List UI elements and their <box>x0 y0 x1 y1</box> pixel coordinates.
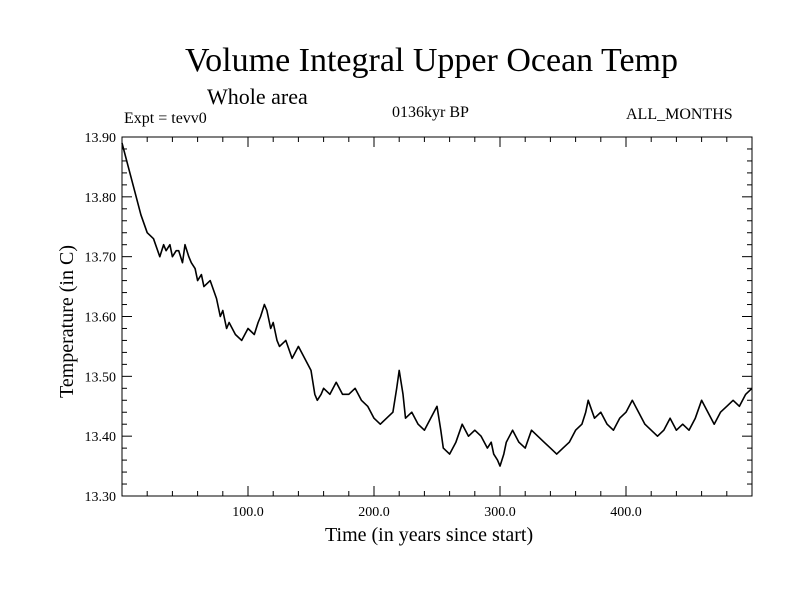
chart-title: Volume Integral Upper Ocean Temp <box>185 42 678 79</box>
x-tick-label: 400.0 <box>610 505 642 520</box>
period-label: 0136kyr BP <box>392 104 469 121</box>
y-tick-label: 13.50 <box>85 370 117 385</box>
x-axis-label: Time (in years since start) <box>325 524 534 546</box>
series-line <box>121 142 753 467</box>
x-tick-label: 300.0 <box>484 505 516 520</box>
y-tick-label: 13.60 <box>85 311 117 326</box>
y-tick-label: 13.90 <box>85 131 117 146</box>
x-tick-label: 100.0 <box>232 505 264 520</box>
y-tick-label: 13.30 <box>85 490 117 505</box>
plot-frame <box>121 136 753 497</box>
y-tick-label: 13.80 <box>85 191 117 206</box>
x-tick-label: 200.0 <box>358 505 390 520</box>
y-tick-label: 13.70 <box>85 251 117 266</box>
experiment-label: Expt = tevv0 <box>124 110 207 127</box>
months-label: ALL_MONTHS <box>626 106 733 123</box>
chart-subtitle: Whole area <box>207 84 308 109</box>
y-tick-label: 13.40 <box>85 430 117 445</box>
